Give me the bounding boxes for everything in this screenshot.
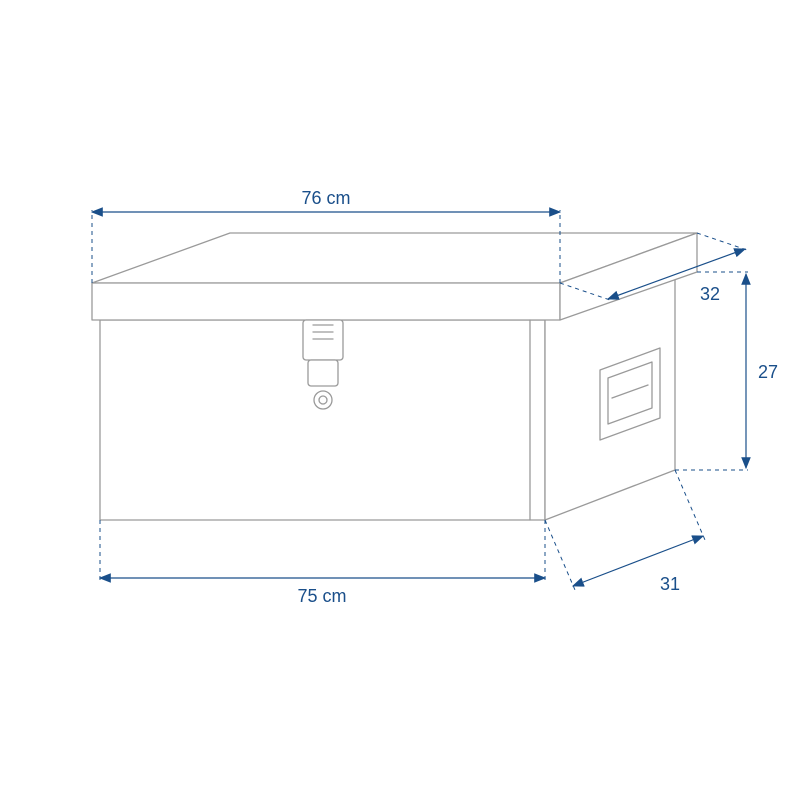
dim-body-height-label: 27	[758, 362, 778, 382]
storage-box	[92, 233, 697, 520]
dim-lid-depth-label: 32	[700, 284, 720, 304]
dimension-diagram: 76 cm 32 27 75 cm 31	[0, 0, 800, 800]
dim-body-depth-label: 31	[660, 574, 680, 594]
dim-lid-width-label: 76 cm	[301, 188, 350, 208]
dim-body-width: 75 cm	[100, 520, 545, 606]
lid-front-edge	[92, 283, 560, 320]
dim-body-width-label: 75 cm	[297, 586, 346, 606]
dim-body-height: 27	[675, 272, 778, 470]
